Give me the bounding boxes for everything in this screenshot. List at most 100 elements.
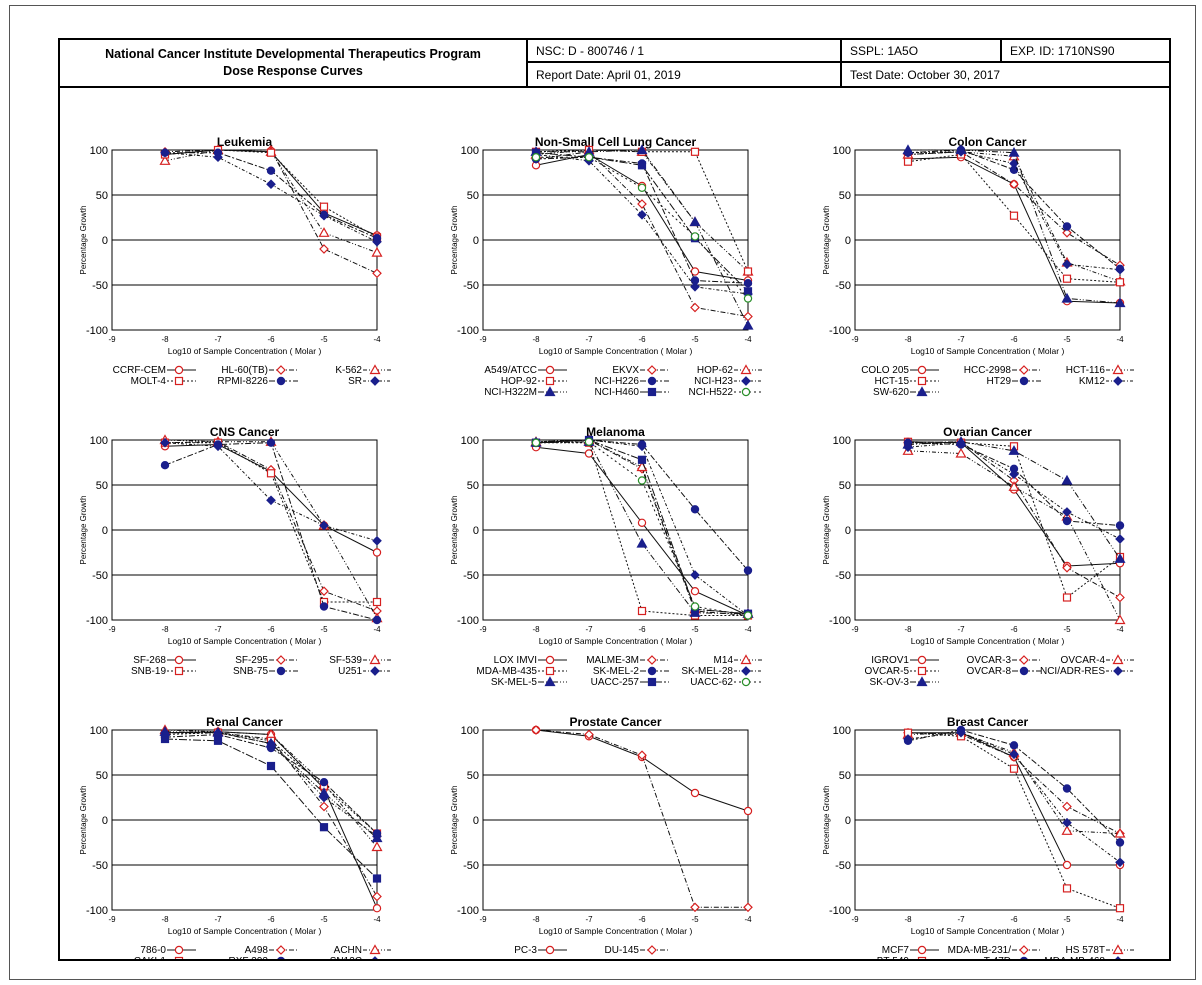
data-point [213, 441, 223, 452]
legend-marker [276, 945, 286, 955]
data-point [1062, 222, 1072, 231]
y-tick-label: -100 [829, 325, 851, 337]
x-axis-label: Log10 of Sample Concentration ( Molar ) [168, 926, 322, 936]
legend-label: NCI-H322M [484, 387, 537, 398]
data-point [690, 602, 700, 611]
y-tick-label: -100 [829, 905, 851, 917]
legend-label: DU-145 [605, 945, 640, 956]
chart-title: Colon Cancer [948, 135, 1026, 149]
legend-label: IGROV1 [871, 655, 909, 666]
data-point [213, 152, 223, 163]
x-tick-label: -5 [320, 625, 328, 634]
x-tick-label: -4 [1116, 915, 1124, 924]
legend-marker [1019, 655, 1029, 665]
data-point [1062, 784, 1072, 793]
x-tick-label: -7 [214, 625, 222, 634]
chart-title: Ovarian Cancer [943, 425, 1032, 439]
chart-title: Breast Cancer [947, 715, 1029, 729]
x-tick-label: -7 [214, 915, 222, 924]
series-line [164, 149, 378, 274]
legend-marker [545, 666, 555, 676]
data-point [266, 761, 276, 771]
data-point [319, 586, 329, 597]
x-tick-label: -7 [214, 335, 222, 344]
legend-marker [1019, 365, 1029, 375]
legend-marker [917, 655, 927, 665]
y-axis-label: Percentage Growth [79, 786, 88, 855]
x-tick-label: -5 [691, 335, 699, 344]
x-axis-label: Log10 of Sample Concentration ( Molar ) [911, 636, 1065, 646]
data-point [1062, 884, 1072, 893]
series-line [907, 441, 1121, 599]
data-point [266, 148, 276, 157]
series-line [907, 151, 1121, 266]
x-axis-label: Log10 of Sample Concentration ( Molar ) [911, 926, 1065, 936]
y-tick-label: 0 [102, 235, 108, 247]
y-tick-label: -50 [463, 570, 479, 582]
x-tick-label: -4 [373, 335, 381, 344]
x-tick-label: -9 [108, 625, 116, 634]
data-point [372, 535, 382, 546]
x-tick-label: -6 [267, 915, 275, 924]
legend-label: SK-MEL-5 [491, 677, 538, 688]
data-point [319, 602, 329, 611]
legend-marker [369, 654, 381, 665]
data-point [743, 267, 753, 276]
x-tick-label: -6 [267, 335, 275, 344]
data-point [319, 210, 329, 221]
data-point [637, 209, 647, 220]
x-tick-label: -8 [904, 625, 912, 634]
y-tick-label: 0 [473, 525, 479, 537]
legend-label: SF-268 [133, 655, 166, 666]
report-header: National Cancer Institute Developmental … [60, 40, 1169, 88]
legend-label: SK-MEL-2 [593, 666, 640, 677]
y-tick-label: 100 [833, 725, 851, 737]
legend-marker [741, 677, 751, 687]
series-line [907, 441, 1121, 560]
y-tick-label: -50 [92, 860, 108, 872]
legend-marker [370, 666, 380, 676]
data-point [636, 537, 648, 548]
data-point [1115, 592, 1125, 603]
data-point [372, 268, 382, 279]
y-tick-label: -50 [835, 570, 851, 582]
chart-panel: Ovarian Cancer 100 50 0 -50 -100-9 -8 -7 -6 -5 -4 P… [822, 425, 1135, 688]
legend-marker [740, 654, 752, 665]
legend-label: MOLT-4 [131, 376, 167, 387]
legend-label: NCI/ADR-RES [1040, 666, 1105, 677]
data-point [743, 566, 753, 575]
legend-marker [741, 387, 751, 397]
y-axis-label: Percentage Growth [79, 496, 88, 565]
data-point [637, 199, 647, 209]
y-tick-label: -50 [835, 860, 851, 872]
chart-panel: Renal Cancer 100 50 0 -50 -100-9 -8 -7 -6 -5 -4 Per… [79, 715, 392, 959]
data-point [1061, 474, 1073, 485]
legend-marker [545, 655, 555, 665]
legend-label: NCI-H23 [694, 376, 733, 387]
legend-marker [647, 677, 657, 687]
x-tick-label: -9 [851, 335, 859, 344]
data-point [319, 202, 329, 211]
data-point [1061, 292, 1073, 303]
series-line [907, 732, 1121, 909]
legend-label: U251 [338, 666, 362, 677]
data-point [1062, 860, 1072, 870]
data-point [372, 903, 382, 913]
legend-marker [1019, 666, 1029, 676]
legend-label: LOX IMVI [494, 655, 537, 666]
data-point [690, 267, 700, 276]
legend-label: SNB-75 [233, 666, 268, 677]
series-line [535, 439, 749, 571]
data-point [637, 455, 647, 464]
data-point [637, 161, 647, 170]
data-point [637, 476, 647, 485]
x-axis-label: Log10 of Sample Concentration ( Molar ) [911, 346, 1065, 356]
legend-label: PC-3 [514, 945, 537, 956]
data-point [584, 729, 594, 740]
data-point [160, 461, 170, 470]
data-point [531, 438, 541, 447]
legend-label: A549/ATCC [484, 365, 537, 376]
data-point [212, 726, 224, 737]
legend-marker [545, 945, 555, 955]
x-axis-label: Log10 of Sample Concentration ( Molar ) [539, 926, 693, 936]
